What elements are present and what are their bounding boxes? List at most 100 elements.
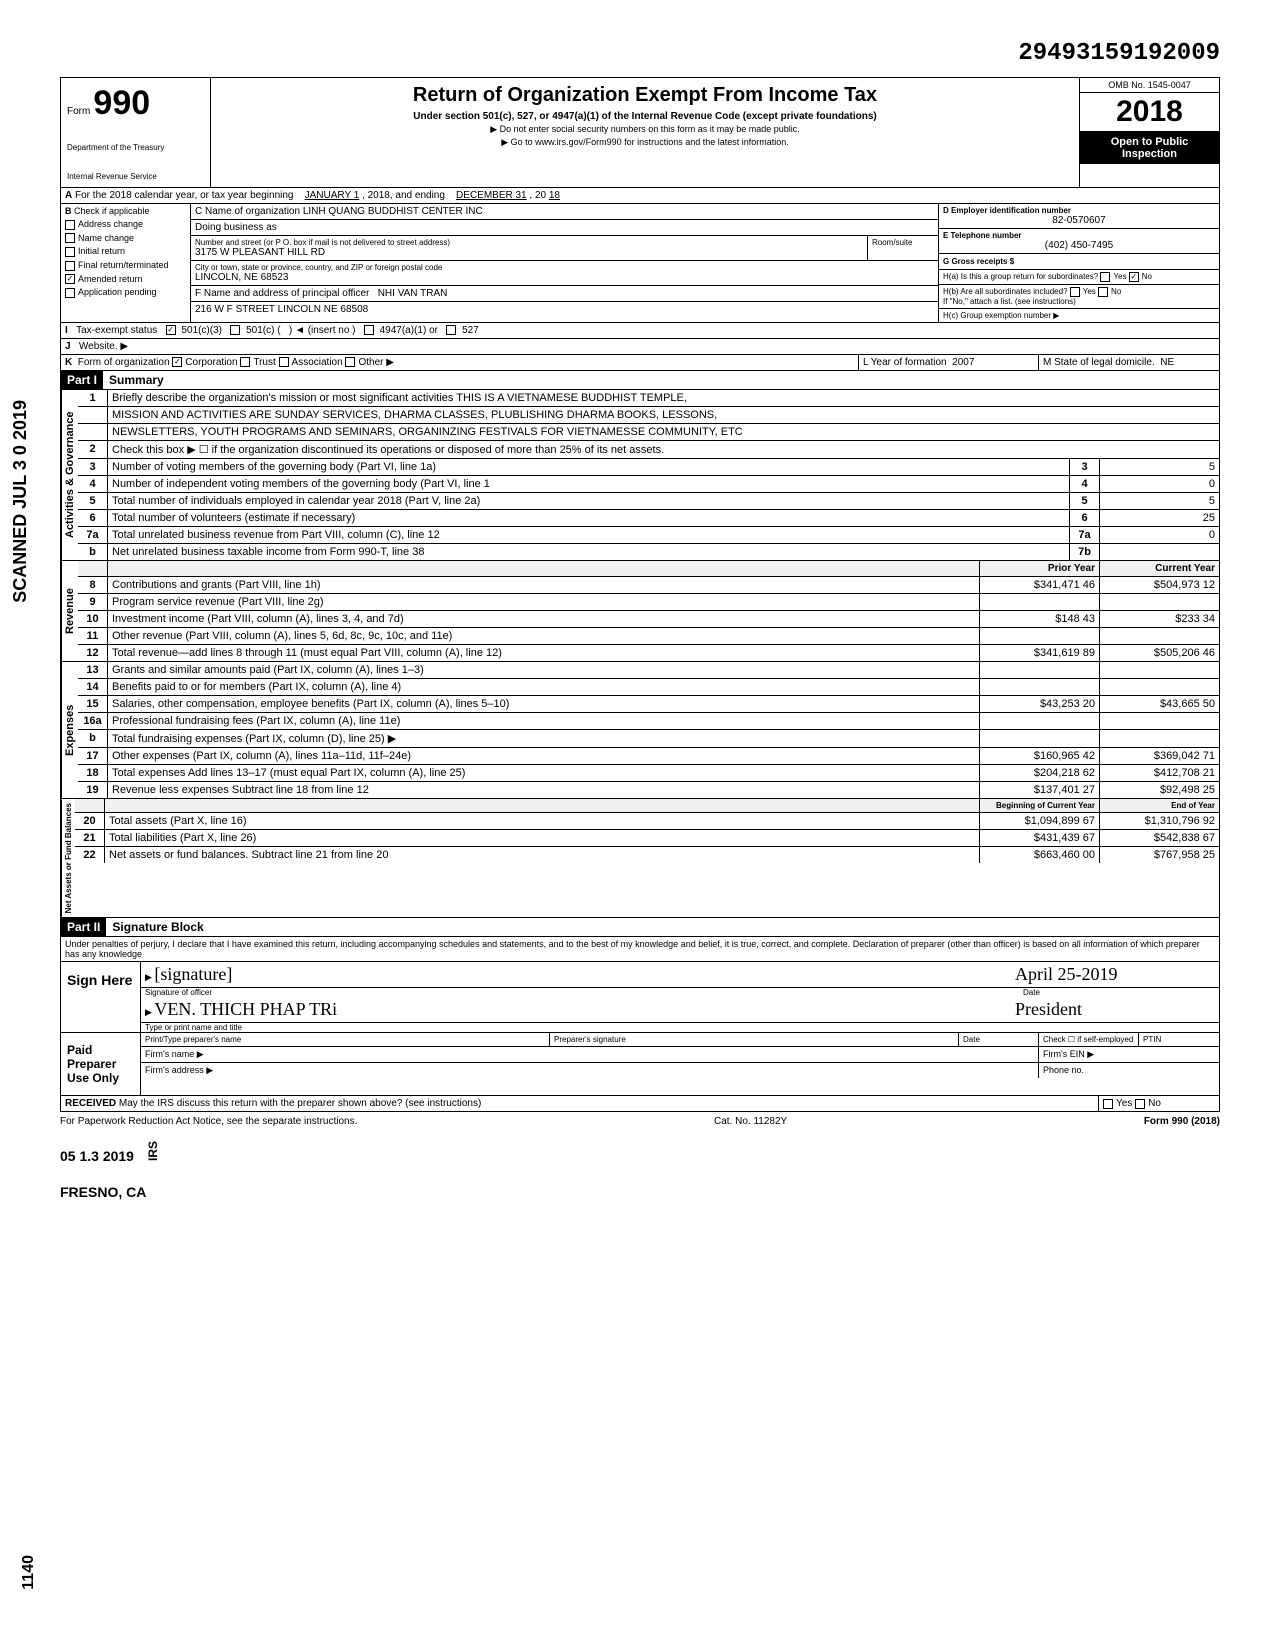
summary-line: 1Briefly describe the organization's mis… — [78, 390, 1219, 407]
line-k-option: Corporation — [185, 357, 237, 368]
expenses-label: Expenses — [61, 662, 78, 798]
line-b-option: Initial return — [78, 246, 125, 256]
part1-hdr: Part I — [61, 371, 103, 389]
ptin-label: PTIN — [1139, 1033, 1219, 1046]
netassets-section: Net Assets or Fund Balances Beginning of… — [60, 799, 1220, 918]
summary-line: MISSION AND ACTIVITIES ARE SUNDAY SERVIC… — [78, 407, 1219, 424]
discuss-row: RECEIVED May the IRS discuss this return… — [60, 1096, 1220, 1112]
line-a: A For the 2018 calendar year, or tax yea… — [60, 188, 1220, 204]
room-label: Room/suite — [868, 236, 938, 260]
line-b-checkbox[interactable] — [65, 233, 75, 243]
footer-mid: Cat. No. 11282Y — [714, 1116, 787, 1127]
prior-year-hdr: Prior Year — [979, 561, 1099, 576]
stamp-city: FRESNO, CA — [60, 1184, 1220, 1200]
line-i: I Tax-exempt status ✓ 501(c)(3) 501(c) (… — [60, 323, 1220, 339]
h-b-yes: Yes — [1083, 287, 1096, 296]
line-b-checkbox[interactable] — [65, 261, 75, 271]
line-b-column: B Check if applicable Address changeName… — [61, 204, 191, 322]
summary-line: 5Total number of individuals employed in… — [78, 493, 1219, 510]
name-handwriting: VEN. THICH PHAP TRi — [154, 999, 337, 1019]
h-note: If "No," attach a list. (see instruction… — [943, 297, 1215, 306]
summary-line: 15Salaries, other compensation, employee… — [78, 696, 1219, 713]
line-k-checkbox[interactable] — [279, 357, 289, 367]
tax-year: 2018 — [1080, 93, 1219, 132]
part2-header-row: Part II Signature Block — [60, 918, 1220, 937]
line-a-text3: , 20 — [529, 190, 546, 201]
line-b-checkbox[interactable] — [65, 220, 75, 230]
footer: For Paperwork Reduction Act Notice, see … — [60, 1112, 1220, 1131]
summary-line: 22Net assets or fund balances. Subtract … — [75, 847, 1219, 863]
discuss-no-checkbox[interactable] — [1135, 1099, 1145, 1109]
ein-label: D Employer identification number — [943, 206, 1215, 215]
title-handwriting: President — [1015, 999, 1215, 1020]
line-c-label: C Name of organization — [195, 206, 300, 217]
line-k-checkbox[interactable]: ✓ — [172, 357, 182, 367]
501c-checkbox[interactable] — [230, 325, 240, 335]
line-b-option: Final return/terminated — [78, 260, 169, 270]
footer-left: For Paperwork Reduction Act Notice, see … — [60, 1116, 357, 1127]
line-b-checkbox[interactable]: ✓ — [65, 274, 75, 284]
527-checkbox[interactable] — [446, 325, 456, 335]
paid-preparer-block: Paid Preparer Use Only Print/Type prepar… — [60, 1033, 1220, 1096]
part2-title: Signature Block — [106, 918, 209, 936]
opt-501c3: 501(c)(3) — [181, 325, 222, 336]
h-b-yes-checkbox[interactable] — [1070, 287, 1080, 297]
part2-hdr: Part II — [61, 918, 106, 936]
discuss-yes-checkbox[interactable] — [1103, 1099, 1113, 1109]
part1-title: Summary — [103, 371, 170, 389]
omb-number: OMB No. 1545-0047 — [1080, 78, 1219, 93]
begin-year-hdr: Beginning of Current Year — [979, 799, 1099, 812]
firm-addr-label: Firm's address ▶ — [141, 1063, 1039, 1078]
date-handwriting: April 25-2019 — [1015, 964, 1215, 985]
sign-here-label: Sign Here — [61, 962, 141, 1032]
line-b-checkbox[interactable] — [65, 288, 75, 298]
line-b-label: B — [65, 206, 72, 216]
line-k-option: Association — [292, 357, 343, 368]
4947-checkbox[interactable] — [364, 325, 374, 335]
line-k: K Form of organization ✓Corporation Trus… — [60, 355, 1220, 371]
line-k-checkbox[interactable] — [345, 357, 355, 367]
sig-officer-label: Signature of officer — [141, 988, 1019, 997]
line-a-text1: For the 2018 calendar year, or tax year … — [75, 190, 293, 201]
line-d-h-column: D Employer identification number 82-0570… — [939, 204, 1219, 322]
501c3-checkbox[interactable]: ✓ — [166, 325, 176, 335]
received-stamp: RECEIVED — [65, 1098, 116, 1109]
summary-line: 12Total revenue—add lines 8 through 11 (… — [78, 645, 1219, 661]
revenue-label: Revenue — [61, 561, 78, 661]
h-a-yes-checkbox[interactable] — [1100, 272, 1110, 282]
summary-line: 6Total number of volunteers (estimate if… — [78, 510, 1219, 527]
yof-label: L Year of formation — [863, 357, 947, 368]
org-city: LINCOLN, NE 68523 — [195, 272, 934, 283]
officer-label: F Name and address of principal officer — [195, 288, 369, 299]
firm-phone-label: Phone no. — [1039, 1063, 1219, 1078]
end-year-hdr: End of Year — [1099, 799, 1219, 812]
line-a-text2: , 2018, and ending — [362, 190, 445, 201]
form-note-1: ▶ Do not enter social security numbers o… — [217, 124, 1073, 135]
discuss-yes: Yes — [1116, 1098, 1132, 1109]
line-k-checkbox[interactable] — [240, 357, 250, 367]
line-a-begin: JANUARY 1 — [305, 190, 360, 201]
summary-line: 11Other revenue (Part VIII, column (A), … — [78, 628, 1219, 645]
h-a-label: H(a) Is this a group return for subordin… — [943, 272, 1098, 281]
line-c-column: C Name of organization LINH QUANG BUDDHI… — [191, 204, 939, 322]
line-k-text: Form of organization — [78, 357, 170, 368]
form-note-2: ▶ Go to www.irs.gov/Form990 for instruct… — [217, 137, 1073, 148]
form-subtitle: Under section 501(c), 527, or 4947(a)(1)… — [217, 111, 1073, 122]
h-a-no: No — [1142, 272, 1152, 281]
summary-line: 18Total expenses Add lines 13–17 (must e… — [78, 765, 1219, 782]
h-b-no-checkbox[interactable] — [1098, 287, 1108, 297]
line-b-checkbox[interactable] — [65, 247, 75, 257]
current-year-hdr: Current Year — [1099, 561, 1219, 576]
info-block: B Check if applicable Address changeName… — [60, 204, 1220, 323]
perjury-statement: Under penalties of perjury, I declare th… — [60, 937, 1220, 962]
officer-addr: 216 W F STREET LINCOLN NE 68508 — [195, 304, 368, 315]
line-j-text: Website. ▶ — [79, 341, 128, 352]
summary-line: bNet unrelated business taxable income f… — [78, 544, 1219, 560]
h-a-no-checkbox[interactable]: ✓ — [1129, 272, 1139, 282]
expenses-section: Expenses 13Grants and similar amounts pa… — [60, 662, 1220, 799]
line-a-end: DECEMBER 31 — [456, 190, 527, 201]
side-number: 1140 — [20, 1555, 38, 1590]
summary-line: 14Benefits paid to or for members (Part … — [78, 679, 1219, 696]
line-i-label: I — [65, 325, 68, 336]
sign-here-block: Sign Here ▶ [signature] April 25-2019 Si… — [60, 962, 1220, 1033]
